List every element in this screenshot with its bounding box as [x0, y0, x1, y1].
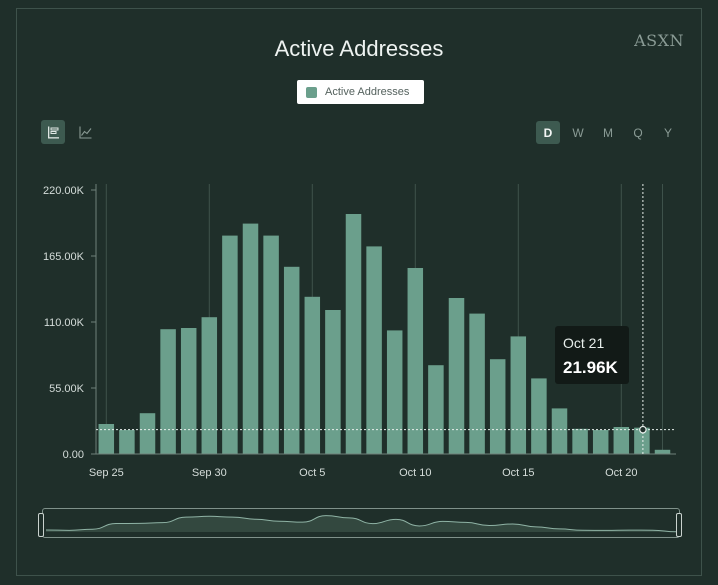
navigator-area: [46, 515, 676, 532]
tooltip: Oct 21 21.96K: [555, 326, 629, 384]
range-navigator[interactable]: [42, 508, 680, 538]
period-button-d[interactable]: D: [536, 121, 560, 144]
crosshair-point: [639, 425, 647, 434]
x-axis: Sep 25 Sep 30 Oct 5 Oct 10 Oct 15 Oct 20: [89, 453, 676, 479]
x-tick-label: Oct 15: [502, 467, 534, 479]
bar[interactable]: [551, 408, 568, 454]
bar-chart-icon: [47, 126, 59, 138]
tooltip-date: Oct 21: [563, 335, 605, 351]
bar[interactable]: [634, 427, 650, 454]
x-tick-label: Oct 5: [299, 467, 325, 479]
crosshair: [96, 184, 676, 454]
y-axis: 0.00 55.00K 110.00K 165.00K 220.00K: [43, 184, 97, 461]
bar[interactable]: [531, 378, 547, 454]
bar[interactable]: [366, 246, 382, 454]
legend-item-active-addresses[interactable]: Active Addresses: [297, 80, 424, 104]
chart-title: Active Addresses: [274, 36, 444, 61]
bar[interactable]: [160, 329, 176, 454]
line-chart-icon: [78, 126, 91, 139]
bar[interactable]: [139, 413, 156, 454]
bar-chart-type-button[interactable]: [41, 120, 65, 144]
bar[interactable]: [428, 365, 444, 454]
bar[interactable]: [489, 359, 506, 454]
bar[interactable]: [98, 424, 115, 454]
x-tick-label: Oct 10: [399, 467, 431, 479]
x-tick-label: Sep 25: [89, 467, 124, 479]
bar[interactable]: [407, 268, 424, 454]
bar[interactable]: [448, 298, 465, 454]
bar[interactable]: [119, 430, 135, 454]
period-button-w[interactable]: W: [572, 125, 584, 140]
navigator-series: [45, 515, 677, 533]
chart-frame: [16, 8, 702, 576]
bar[interactable]: [510, 336, 527, 454]
y-tick-label: 110.00K: [44, 317, 85, 329]
line-chart-type-button[interactable]: [73, 120, 97, 144]
bar[interactable]: [201, 317, 218, 454]
bar[interactable]: [304, 296, 321, 454]
y-tick-label: 0.00: [63, 449, 84, 461]
y-tick-label: 55.00K: [49, 383, 85, 395]
period-button-m[interactable]: M: [603, 125, 613, 140]
period-button-y[interactable]: Y: [663, 125, 672, 140]
bar[interactable]: [572, 428, 588, 454]
tooltip-value: 21.96K: [563, 358, 618, 377]
navigator-line: [45, 515, 677, 533]
bar[interactable]: [386, 330, 403, 454]
y-tick-label: 165.00K: [43, 251, 85, 263]
bar[interactable]: [180, 328, 197, 454]
bar[interactable]: [242, 223, 259, 454]
bar[interactable]: [654, 449, 671, 454]
brand-logo: ASXN: [634, 31, 684, 50]
bar[interactable]: [613, 427, 630, 454]
y-tick-label: 220.00K: [43, 185, 85, 197]
bars: [98, 214, 671, 454]
legend-label: Active Addresses: [325, 86, 410, 98]
navigator-left-handle[interactable]: [38, 513, 44, 537]
legend-swatch: [306, 86, 317, 98]
bar[interactable]: [263, 235, 279, 454]
bar[interactable]: [222, 235, 238, 454]
bar[interactable]: [592, 430, 609, 454]
bar[interactable]: [283, 266, 300, 454]
bar[interactable]: [325, 310, 341, 454]
x-tick-label: Oct 20: [605, 467, 637, 479]
period-button-q[interactable]: Q: [633, 125, 643, 140]
bar[interactable]: [345, 214, 362, 454]
bar[interactable]: [469, 313, 485, 454]
x-tick-label: Sep 30: [192, 467, 227, 479]
navigator-right-handle[interactable]: [676, 513, 682, 537]
